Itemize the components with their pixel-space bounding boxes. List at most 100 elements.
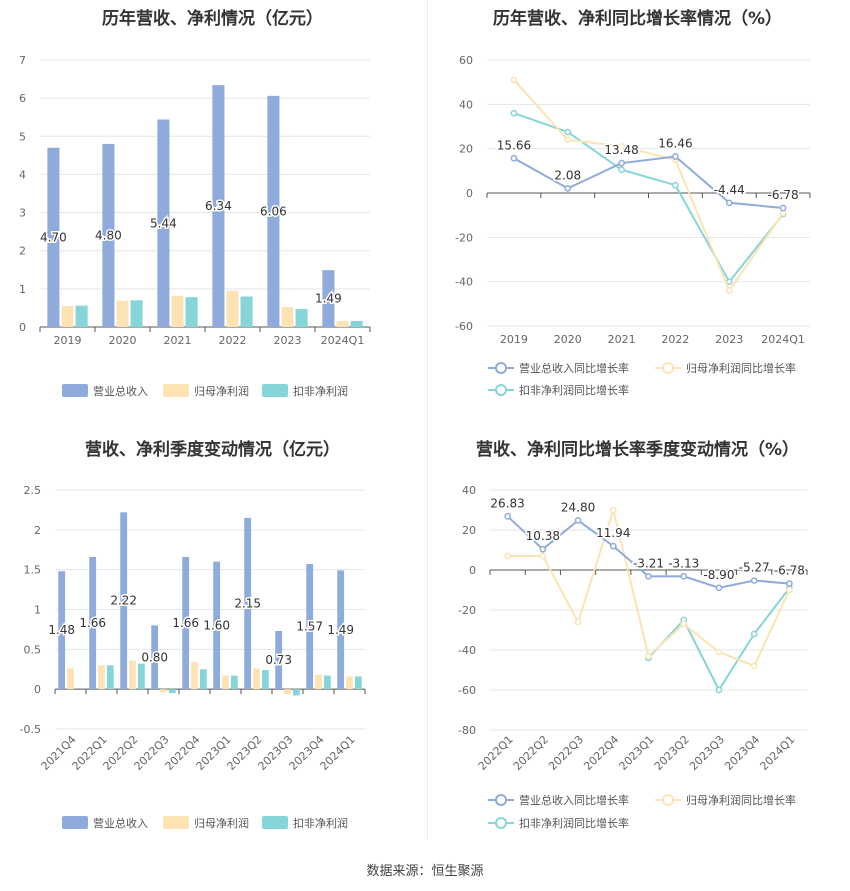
legend-marker: [495, 794, 507, 806]
quarter-line-panel: 营收、净利同比增长率季度变动情况（%） -80 -60 -40 -20 0 20 40 202…: [425, 425, 850, 855]
point-2: [564, 128, 572, 136]
data-label: 13.48: [604, 143, 638, 157]
chart-title: 历年营收、净利情况（亿元）: [102, 9, 323, 29]
data-label: 11.94: [596, 526, 630, 540]
bar-0: [47, 147, 60, 327]
chart-title: 营收、净利同比增长率季度变动情况（%）: [475, 440, 800, 460]
bar-0: [102, 143, 115, 327]
data-label: 2.22: [110, 594, 137, 608]
legend-swatch: [163, 816, 189, 829]
x-tick-label: 2024Q1: [757, 733, 797, 773]
x-tick-label: 2024Q1: [761, 333, 805, 346]
bar-2: [230, 675, 238, 690]
bar-0: [89, 556, 97, 690]
data-label: 1.66: [172, 616, 199, 630]
data-label: -8.90: [703, 568, 734, 582]
legend-label: 营业总收入: [93, 816, 148, 830]
bar-1: [191, 662, 198, 690]
x-tick-label: 2023: [715, 333, 743, 346]
point-0: [539, 545, 547, 553]
point-0: [750, 577, 758, 584]
data-label: -3.21: [633, 556, 664, 570]
legend-label: 归母净利润: [194, 384, 249, 398]
point-2: [618, 166, 625, 174]
legend-label: 扣非净利润: [293, 384, 348, 398]
y-tick-label: 20: [459, 143, 473, 156]
data-label: 16.46: [658, 137, 692, 151]
point-1: [680, 620, 688, 628]
legend-swatch: [262, 816, 288, 829]
bar-1: [98, 665, 105, 690]
quarter-line-chart: -80 -60 -40 -20 0 20 40 2022Q12022Q22022Q32022Q…: [458, 484, 808, 830]
x-tick-label: 2019: [500, 333, 528, 346]
data-label: 0.80: [141, 650, 168, 664]
bar-0: [244, 517, 252, 690]
x-tick-label: 2023Q3: [687, 733, 727, 773]
legend-label: 归母净利润: [194, 816, 249, 830]
bar-2: [354, 676, 362, 690]
data-label: -4.44: [714, 183, 745, 197]
point-0: [715, 584, 723, 592]
data-label: 10.38: [526, 529, 560, 543]
bar-0: [182, 556, 190, 690]
data-label: 1.60: [203, 618, 230, 632]
data-label: 0.73: [265, 653, 292, 667]
point-1: [645, 652, 652, 660]
data-label: 1.57: [296, 620, 323, 634]
y-tick-label: -0.5: [20, 723, 41, 736]
bar-0: [157, 119, 170, 327]
bar-0: [213, 561, 221, 690]
series-line-0: [513, 155, 784, 209]
data-label: 24.80: [561, 500, 595, 514]
data-label: 6.06: [260, 204, 287, 218]
legend-marker: [662, 362, 674, 374]
x-tick-label: 2023Q1: [617, 733, 657, 773]
legend-swatch: [62, 384, 88, 397]
bar-0: [337, 570, 345, 690]
point-0: [680, 572, 688, 580]
data-label: 2.15: [234, 597, 261, 611]
bar-2: [137, 663, 145, 690]
data-label: 26.83: [490, 496, 524, 510]
y-tick-label: 0.5: [24, 643, 42, 656]
y-tick-label: 1.5: [24, 564, 42, 577]
data-label: 1.66: [79, 616, 106, 630]
y-tick-label: 0: [466, 187, 473, 200]
bar-1: [346, 676, 353, 690]
x-tick-label: 2020: [554, 333, 582, 346]
quarter-bar-panel: 营收、净利季度变动情况（亿元） -0.5 0 0.5 1 1.5 2 2.5 2021Q4 20…: [0, 425, 425, 855]
data-label: -5.27: [739, 561, 770, 575]
x-tick-label: 2022Q4: [581, 733, 621, 773]
y-tick-label: -20: [458, 604, 476, 617]
y-tick-label: 40: [459, 98, 473, 111]
x-tick-label: 2022: [661, 333, 689, 346]
annual-line-panel: 历年营收、净利同比增长率情况（%） -60 -40 -20 0 20 40 60 2019 20…: [425, 0, 850, 420]
bar-1: [171, 295, 184, 327]
bar-2: [185, 297, 198, 327]
bar-1: [284, 689, 291, 694]
bar-2: [240, 296, 253, 327]
bar-0: [322, 270, 335, 327]
point-0: [786, 580, 793, 587]
point-1: [786, 586, 793, 594]
y-tick-label: -40: [455, 276, 473, 289]
data-label: -6.78: [768, 188, 799, 202]
point-0: [504, 512, 511, 520]
bar-1: [222, 675, 229, 690]
y-tick-label: 2.5: [24, 484, 42, 497]
bar-2: [350, 320, 363, 327]
legend-swatch: [163, 384, 189, 397]
point-2: [510, 109, 518, 117]
y-tick-label: -40: [458, 644, 476, 657]
bar-2: [168, 689, 176, 694]
y-tick-label: 3: [19, 207, 26, 220]
point-2: [715, 686, 723, 694]
point-1: [574, 618, 582, 626]
point-0: [645, 573, 652, 580]
point-0: [618, 159, 625, 167]
legend-label: 扣非净利润同比增长率: [519, 383, 629, 397]
bar-0: [120, 512, 128, 690]
x-tick-label: 2024Q1: [318, 733, 358, 773]
data-label: 4.80: [95, 228, 122, 242]
point-1: [750, 662, 758, 670]
